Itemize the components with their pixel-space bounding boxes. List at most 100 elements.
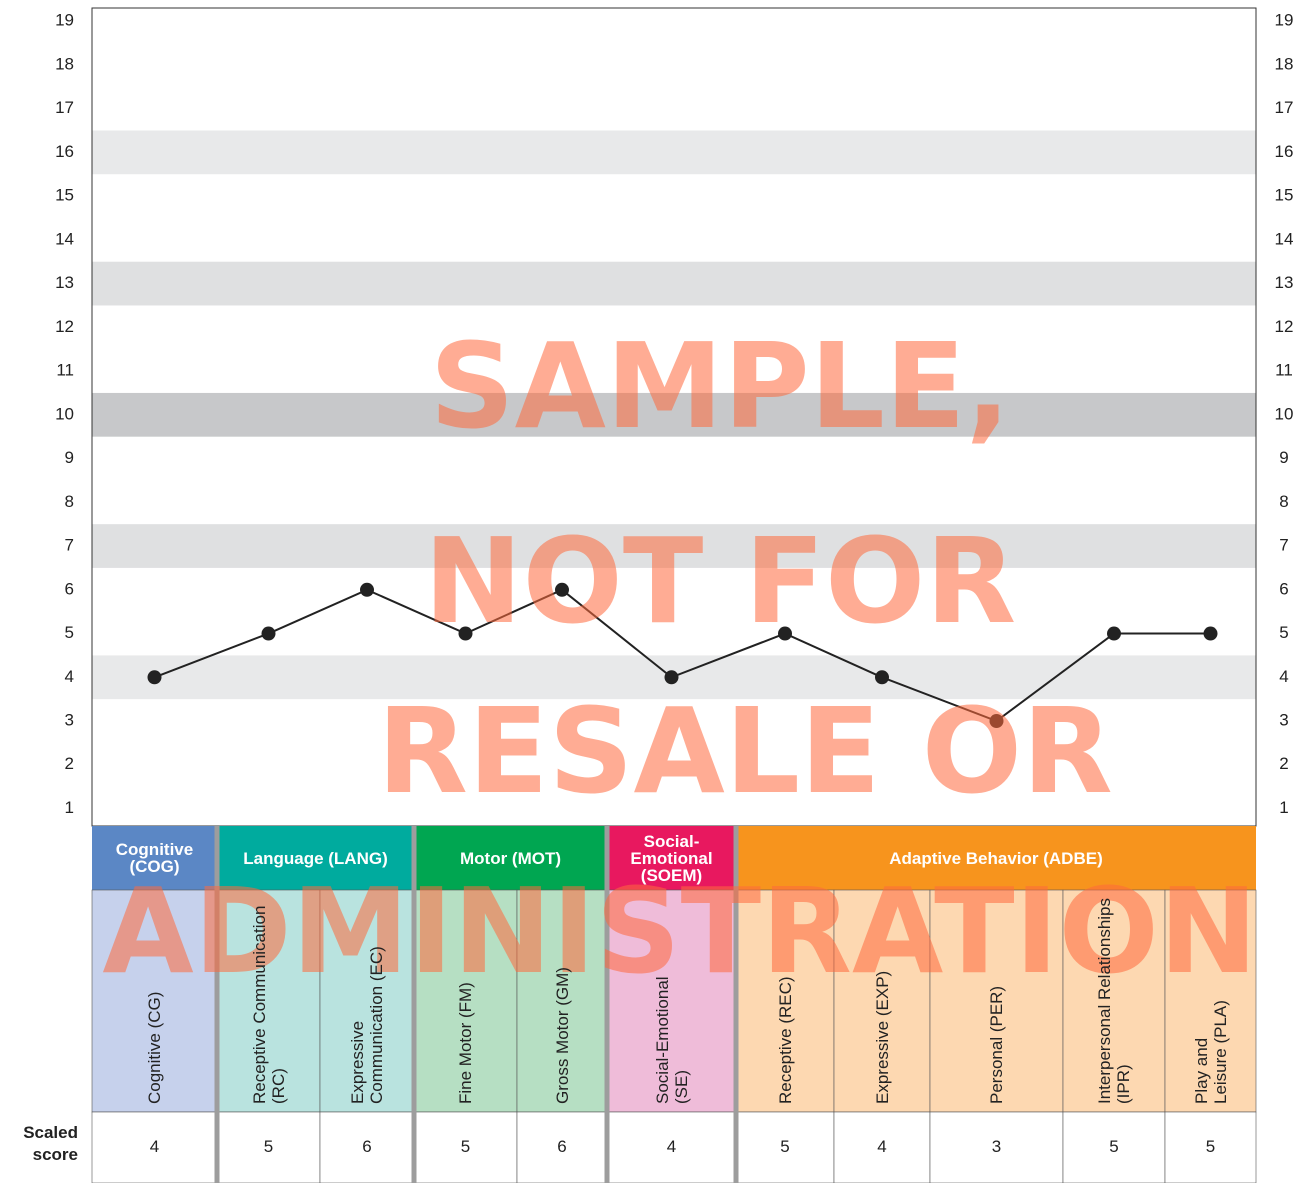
y-tick-label: 1 [65, 798, 74, 817]
score-point [147, 670, 162, 685]
band [92, 392, 1256, 437]
subtest-cell [91, 889, 218, 1113]
subtest-cell [606, 889, 737, 1113]
score-value: 5 [264, 1137, 273, 1156]
domain-separator [411, 826, 417, 1183]
score-cell [735, 1111, 835, 1183]
domain-label: Motor (MOT) [459, 848, 562, 868]
score-value: 6 [557, 1137, 566, 1156]
domain-header [217, 826, 414, 890]
y2-tick-label: 15 [1275, 186, 1294, 205]
band [92, 524, 1256, 568]
y2-tick-label: 14 [1275, 229, 1294, 248]
score-cell [516, 1111, 608, 1183]
domain-header [92, 826, 217, 890]
category-label: Receptive (REC) [736, 890, 834, 1104]
y2-tick-label: 4 [1279, 667, 1288, 686]
y2-tick-label: 11 [1275, 361, 1293, 380]
y2-tick-label: 8 [1279, 492, 1288, 511]
y2-tick-label: 1 [1279, 798, 1288, 817]
score-value: 5 [461, 1137, 470, 1156]
band [92, 261, 1256, 306]
y-tick-label: 18 [55, 54, 74, 73]
y2-tick-label: 3 [1279, 711, 1288, 730]
category-label: Fine Motor (FM) [414, 890, 517, 1104]
domain-separator [733, 826, 739, 1183]
category-label: Gross Motor (GM) [517, 890, 607, 1104]
score-cell [216, 1111, 321, 1183]
y-tick-label: 17 [55, 98, 74, 117]
domain-label: Language (LANG) [243, 848, 388, 868]
y-tick-label: 3 [65, 711, 74, 730]
y2-tick-label: 17 [1275, 98, 1294, 117]
domain-separator [214, 826, 220, 1183]
category-text: Interpersonal Relationships (IPR) [1095, 897, 1133, 1104]
domain-header [736, 826, 1256, 890]
score-point [664, 670, 679, 685]
domain-label: Social-Emotional (SOEM) [630, 831, 713, 885]
y-tick-label: 9 [65, 448, 74, 467]
y-tick-label: 7 [65, 536, 74, 555]
category-text: Expressive Communication (EC) [348, 946, 386, 1104]
domain-label: Adaptive Behavior (ADBE) [889, 848, 1103, 868]
category-label: Receptive Communication (RC) [217, 890, 320, 1104]
score-value: 4 [877, 1137, 886, 1156]
y-tick-label: 14 [55, 229, 74, 248]
score-cell [1062, 1111, 1166, 1183]
y2-tick-label: 7 [1279, 536, 1288, 555]
score-value: 6 [362, 1137, 371, 1156]
score-value: 5 [780, 1137, 789, 1156]
score-label: Scaled score [23, 1123, 78, 1164]
subtest-cell [319, 889, 415, 1113]
y2-tick-label: 19 [1275, 11, 1294, 30]
y-tick-label: 5 [65, 623, 74, 642]
domain-label: Cognitive (COG) [115, 840, 194, 876]
y2-tick-label: 5 [1279, 623, 1288, 642]
y-tick-label: 4 [65, 667, 74, 686]
category-text: Cognitive (CG) [145, 991, 164, 1104]
score-cell [929, 1111, 1064, 1183]
score-value: 5 [1109, 1137, 1118, 1156]
category-text: Gross Motor (GM) [552, 967, 572, 1104]
score-point [458, 626, 473, 641]
category-text: Expressive (EXP) [872, 970, 892, 1104]
y2-tick-label: 13 [1275, 273, 1294, 292]
subtest-cell [516, 889, 608, 1113]
domain-separator [604, 826, 610, 1183]
y2-tick-label: 6 [1279, 579, 1288, 598]
score-value: 4 [667, 1137, 676, 1156]
y2-tick-label: 18 [1275, 54, 1294, 73]
subtest-cell [413, 889, 518, 1113]
subtest-cell [216, 889, 321, 1113]
category-text: Receptive Communication (RC) [249, 905, 288, 1104]
category-text: Receptive (REC) [775, 976, 795, 1104]
y2-tick-label: 9 [1279, 448, 1288, 467]
score-point [360, 582, 374, 597]
subtest-cell [735, 889, 835, 1113]
score-point [989, 714, 1004, 729]
y-tick-label: 11 [56, 361, 74, 380]
score-cell [606, 1111, 737, 1183]
category-label: Cognitive (CG) [92, 890, 217, 1104]
domain-header [607, 826, 736, 890]
category-label: Expressive Communication (EC) [320, 890, 414, 1104]
subtest-cell [1062, 889, 1166, 1113]
score-point [875, 670, 889, 685]
y-tick-label: 12 [55, 317, 74, 336]
category-text: Personal (PER) [987, 985, 1006, 1104]
y2-tick-label: 2 [1279, 754, 1288, 773]
score-cell [413, 1111, 518, 1183]
y-tick-label: 2 [65, 754, 74, 773]
score-cell [91, 1111, 218, 1183]
score-cell [833, 1111, 931, 1183]
band [92, 130, 1256, 175]
score-value: 3 [992, 1137, 1001, 1156]
y-tick-label: 19 [55, 11, 74, 30]
category-label: Personal (PER) [930, 890, 1063, 1104]
y-tick-label: 16 [55, 142, 74, 161]
score-point [1203, 626, 1218, 641]
y-tick-label: 10 [55, 404, 74, 423]
score-point [1107, 626, 1121, 641]
